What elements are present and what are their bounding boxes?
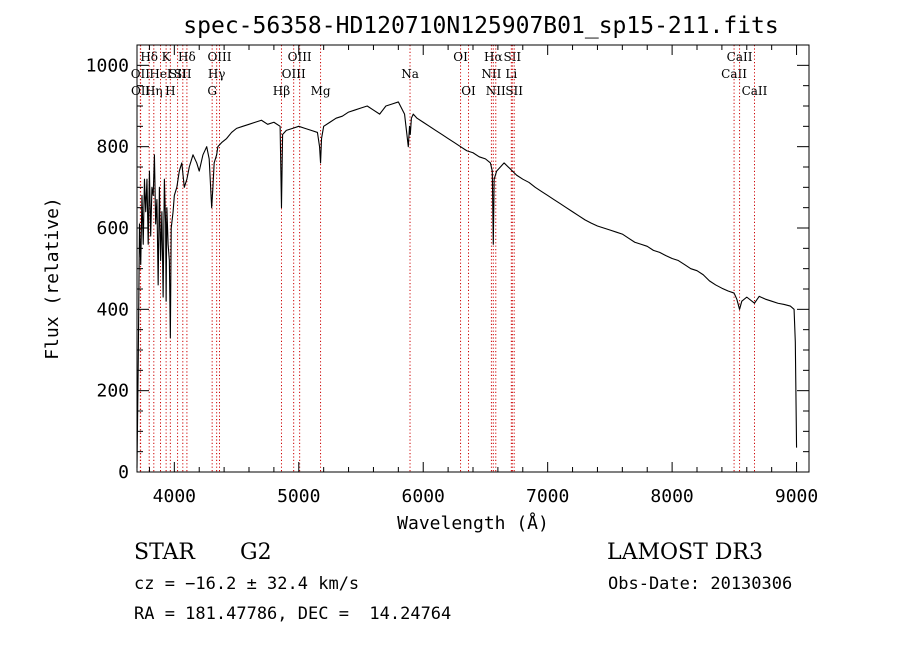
line-label-oiii: OIII bbox=[207, 50, 231, 64]
line-label-oii: OII bbox=[131, 84, 151, 98]
x-tick-label: 4000 bbox=[153, 486, 196, 507]
line-label-oi: OI bbox=[453, 50, 468, 64]
object-class: STAR bbox=[134, 540, 195, 565]
line-label-li: Li bbox=[505, 67, 517, 81]
line-label-caii: CaII bbox=[727, 50, 753, 64]
line-label-hδ: Hδ bbox=[178, 50, 196, 64]
line-label-caii: CaII bbox=[721, 67, 747, 81]
line-label-h: H bbox=[165, 84, 175, 98]
line-label-oiii: OIII bbox=[282, 67, 306, 81]
x-tick-label: 5000 bbox=[277, 486, 320, 507]
redshift-readout: cz = −16.2 ± 32.4 km/s bbox=[134, 574, 360, 594]
obs-date: Obs-Date: 20130306 bbox=[608, 574, 793, 594]
y-tick-label: 0 bbox=[118, 462, 129, 483]
y-tick-label: 200 bbox=[96, 381, 129, 402]
chart-title: spec-56358-HD120710N125907B01_sp15-211.f… bbox=[183, 13, 778, 39]
line-label-k: K bbox=[162, 50, 172, 64]
x-tick-label: 8000 bbox=[650, 486, 693, 507]
line-label-sii: SII bbox=[174, 67, 192, 81]
line-label-g: G bbox=[207, 84, 217, 98]
y-tick-label: 1000 bbox=[86, 55, 129, 76]
line-label-hη: Hη bbox=[145, 84, 163, 98]
line-label-oii: OII bbox=[131, 67, 151, 81]
x-tick-label: 9000 bbox=[775, 486, 818, 507]
x-axis-label: Wavelength (Å) bbox=[397, 512, 549, 534]
line-label-hei: HeI bbox=[149, 67, 172, 81]
line-label-hα: Hα bbox=[484, 50, 503, 64]
x-tick-label: 6000 bbox=[402, 486, 445, 507]
object-subclass: G2 bbox=[240, 540, 272, 565]
spectrum-line bbox=[136, 101, 798, 468]
y-tick-label: 800 bbox=[96, 137, 129, 158]
plot-frame bbox=[136, 44, 810, 473]
y-tick-label: 600 bbox=[96, 218, 129, 239]
line-label-caii: CaII bbox=[742, 84, 768, 98]
line-label-oi: OI bbox=[461, 84, 476, 98]
line-label-sii: SII bbox=[505, 84, 523, 98]
y-axis-label: Flux (relative) bbox=[42, 197, 63, 360]
line-label-mg: Mg bbox=[311, 84, 331, 98]
line-label-nii: NII bbox=[481, 67, 501, 81]
line-label-na: Na bbox=[401, 67, 419, 81]
line-label-hβ: Hβ bbox=[273, 84, 290, 98]
line-label-hδ: Hδ bbox=[140, 50, 158, 64]
survey-name: LAMOST DR3 bbox=[607, 540, 763, 565]
x-tick-label: 7000 bbox=[526, 486, 569, 507]
y-tick-label: 400 bbox=[96, 299, 129, 320]
coordinates: RA = 181.47786, DEC = 14.24764 bbox=[134, 604, 452, 624]
line-label-nii: NII bbox=[486, 84, 506, 98]
line-label-oiii: OIII bbox=[288, 50, 312, 64]
spectrum-chart: spec-56358-HD120710N125907B01_sp15-211.f… bbox=[42, 13, 818, 534]
line-label-sii: SII bbox=[169, 67, 187, 81]
line-label-hγ: Hγ bbox=[208, 67, 226, 81]
line-label-sii: SII bbox=[503, 50, 521, 64]
